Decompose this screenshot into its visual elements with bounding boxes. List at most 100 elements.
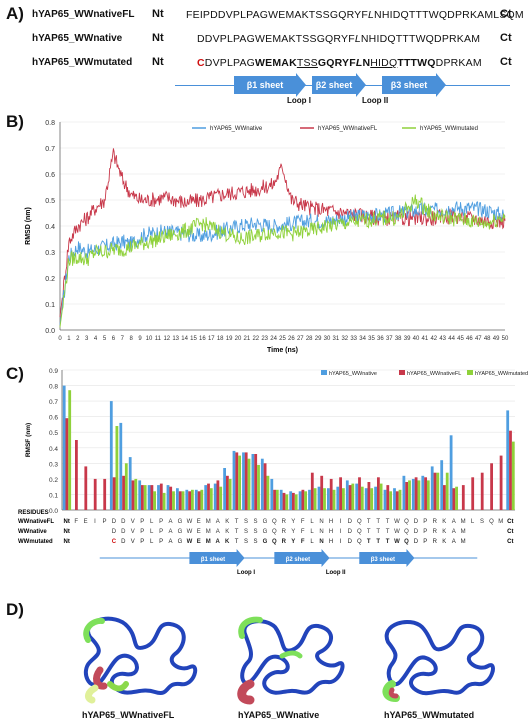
- residue-letter: D: [121, 539, 126, 545]
- rmsf-bar: [213, 483, 217, 510]
- seq-name-mutated: hYAP65_WWmutated: [32, 57, 133, 68]
- residue-letter: E: [197, 539, 201, 545]
- beta-sheet-label: β2 sheet: [286, 557, 310, 563]
- ct-label: Ct: [507, 539, 513, 545]
- rmsf-bar: [395, 491, 399, 510]
- residue-letter: A: [216, 529, 220, 535]
- beta-sheet-arrow: [189, 549, 245, 567]
- residue-letter: F: [301, 529, 305, 535]
- residue-letter: P: [159, 519, 163, 525]
- rmsf-bar: [147, 485, 151, 510]
- rmsf-bar: [219, 486, 223, 510]
- legend-swatch: [467, 370, 473, 375]
- protein-structure-nativefl: [83, 616, 198, 704]
- loop2-label: Loop II: [362, 96, 389, 105]
- rmsf-bar: [506, 410, 510, 510]
- residue-letter: W: [394, 539, 400, 545]
- x-tick-label: 6: [112, 336, 116, 342]
- residue-letter: P: [423, 519, 427, 525]
- y-axis-label: RMSD (nm): [25, 207, 32, 245]
- residue-letter: R: [282, 519, 287, 525]
- rmsf-bar: [247, 458, 251, 510]
- rmsf-bar: [426, 480, 430, 510]
- y-tick-label: 0.3: [45, 250, 55, 257]
- x-tick-label: 10: [146, 336, 153, 342]
- x-tick-label: 14: [181, 336, 188, 342]
- residue-letter: A: [168, 519, 172, 525]
- x-tick-label: 45: [457, 336, 464, 342]
- rmsf-bar: [172, 491, 175, 510]
- residue-letter: M: [206, 539, 211, 545]
- residue-letter: G: [178, 529, 183, 535]
- residue-letter: L: [150, 519, 154, 525]
- y-tick-label: 0.3: [49, 461, 58, 468]
- rmsf-bar: [279, 489, 283, 510]
- seq-name-nativefl: hYAP65_WWnativeFL: [32, 9, 135, 20]
- residue-letter: W: [187, 529, 193, 535]
- x-tick-label: 36: [377, 336, 384, 342]
- x-tick-label: 35: [368, 336, 375, 342]
- legend-entry: hYAP65_WWmutated: [475, 371, 528, 377]
- rmsf-bar: [294, 494, 298, 510]
- rmsd-series-line: [59, 148, 506, 318]
- residue-letter: R: [282, 529, 287, 535]
- rmsf-bar: [336, 486, 340, 510]
- rmsf-bar: [93, 478, 97, 510]
- residue-letter: W: [394, 529, 400, 535]
- rmsf-bar: [270, 478, 274, 510]
- x-tick-label: 15: [190, 336, 197, 342]
- rmsf-bar: [386, 485, 390, 510]
- rmsf-bar: [115, 426, 119, 510]
- rmsd-series-line: [59, 194, 506, 328]
- beta-sheet-arrow: [274, 549, 330, 567]
- y-axis-label: RMSF (nm): [25, 423, 32, 457]
- rmsf-bar: [134, 478, 138, 510]
- residue-letter: L: [471, 519, 475, 525]
- seq-name-native: hYAP65_WWnative: [32, 33, 123, 44]
- residue-letter: K: [442, 539, 446, 545]
- rmsf-bar: [194, 489, 198, 510]
- y-tick-label: 0.0: [49, 508, 58, 515]
- x-tick-label: 39: [404, 336, 411, 342]
- rmsf-bar: [178, 491, 182, 510]
- rmsd-line-chart: 0.00.10.20.30.40.50.60.70.80 1 2 3 4 5 6 7 8 9 10 1…: [25, 120, 509, 354]
- nt-label: Nt: [64, 529, 70, 535]
- x-tick-label: 4: [94, 336, 98, 342]
- residue-letter: Q: [357, 519, 362, 525]
- rmsf-bar: [370, 488, 374, 510]
- residue-letter: A: [168, 539, 172, 545]
- residue-letter: P: [140, 519, 144, 525]
- y-tick-label: 0.0: [45, 328, 55, 335]
- residue-letter: A: [216, 539, 221, 545]
- rmsf-bar: [285, 494, 289, 510]
- rmsf-bar: [128, 457, 132, 510]
- x-tick-label: 31: [333, 336, 340, 342]
- residue-letter: L: [310, 519, 314, 525]
- rmsf-bar: [313, 488, 317, 510]
- y-tick-label: 0.1: [45, 302, 55, 309]
- residue-letter: K: [225, 539, 230, 545]
- residue-letter: S: [244, 529, 248, 535]
- rmsf-bar: [266, 475, 270, 510]
- residue-letter: M: [498, 519, 503, 525]
- residue-letter: E: [84, 519, 88, 525]
- rmsf-bar: [342, 488, 345, 510]
- residue-letter: D: [414, 529, 419, 535]
- rmsf-bar: [138, 480, 142, 510]
- y-tick-label: 0.4: [49, 446, 58, 453]
- residue-letter: T: [376, 529, 380, 535]
- rmsf-bar: [317, 486, 321, 510]
- structure-label-mutated: hYAP65_WWmutated: [384, 710, 475, 720]
- rmsf-bar: [197, 491, 201, 510]
- rmsf-bar: [389, 491, 392, 510]
- nt-label: Nt: [152, 8, 164, 20]
- x-tick-label: 5: [103, 336, 107, 342]
- residue-letter: M: [206, 529, 211, 535]
- residue-letter: P: [140, 539, 144, 545]
- loop1-label: Loop I: [237, 570, 255, 576]
- x-tick-label: 29: [315, 336, 322, 342]
- residue-letter: D: [348, 539, 353, 545]
- residue-letter: Y: [291, 539, 295, 545]
- residue-letter: M: [461, 519, 466, 525]
- residue-letter: I: [340, 539, 342, 545]
